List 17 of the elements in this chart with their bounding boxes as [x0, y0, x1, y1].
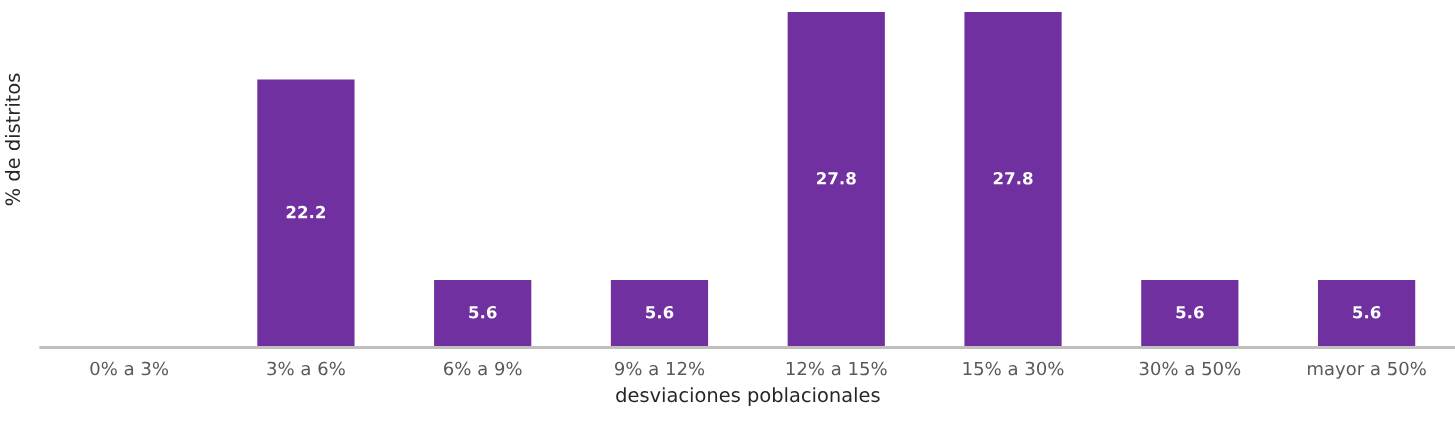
data-label: 27.8: [817, 171, 856, 185]
data-label: 27.8: [993, 171, 1033, 185]
x-tick-label: 6% a 9%: [444, 361, 522, 376]
x-tick-label: mayor a 50%: [1308, 361, 1426, 379]
x-tick-label: 3% a 6%: [267, 361, 345, 376]
y-axis-title: % de distritos: [4, 73, 20, 206]
data-label: 5.6: [1176, 305, 1204, 319]
data-label: 5.6: [1353, 305, 1381, 319]
x-tick-label: 30% a 50%: [1139, 361, 1241, 376]
data-label: 22.2: [286, 205, 326, 219]
x-axis-title: desviaciones poblacionales: [616, 387, 880, 407]
x-tick-label: 9% a 12%: [614, 361, 705, 376]
x-tick-label: 12% a 15%: [786, 361, 887, 376]
x-tick-label: 15% a 30%: [963, 361, 1064, 376]
data-label: 5.6: [469, 305, 497, 319]
data-label: 5.6: [646, 305, 674, 319]
x-tick-label: 0% a 3%: [90, 361, 169, 376]
